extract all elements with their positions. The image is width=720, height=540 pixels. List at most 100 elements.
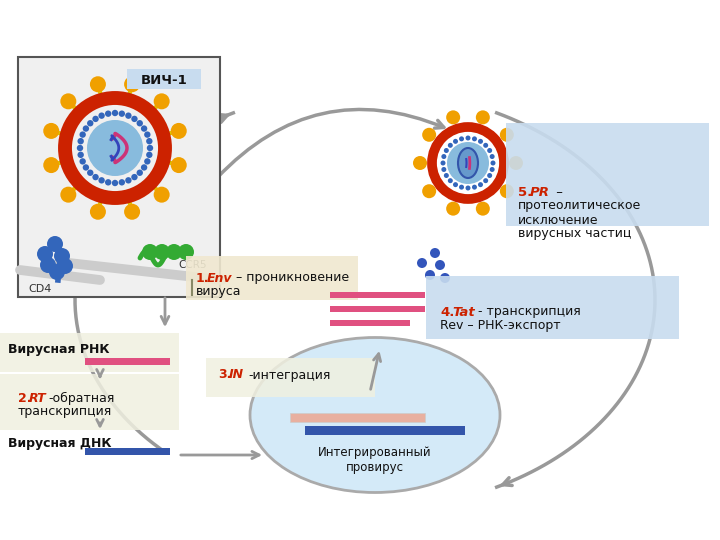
Circle shape	[146, 152, 153, 158]
Circle shape	[112, 110, 118, 116]
Text: Вирусная РНК: Вирусная РНК	[8, 343, 109, 356]
Text: Env: Env	[207, 272, 233, 285]
Circle shape	[57, 258, 73, 274]
Bar	[330, 306, 425, 312]
Circle shape	[78, 152, 84, 158]
Text: 3.: 3.	[218, 368, 231, 381]
Text: – проникновение: – проникновение	[232, 272, 349, 285]
Circle shape	[459, 137, 464, 141]
Circle shape	[87, 120, 143, 176]
Circle shape	[422, 128, 436, 142]
Circle shape	[99, 112, 105, 119]
Circle shape	[77, 145, 84, 151]
Bar	[290, 413, 425, 422]
Text: Интегрированный
провирус: Интегрированный провирус	[318, 446, 432, 474]
Circle shape	[487, 148, 492, 153]
Circle shape	[448, 143, 453, 148]
Circle shape	[478, 182, 483, 187]
Circle shape	[453, 139, 458, 144]
FancyBboxPatch shape	[206, 358, 375, 397]
Circle shape	[37, 246, 53, 262]
Text: транскрипция: транскрипция	[18, 404, 112, 417]
Text: RT: RT	[29, 392, 47, 404]
Circle shape	[144, 158, 150, 165]
Circle shape	[453, 182, 458, 187]
Circle shape	[124, 204, 140, 220]
Circle shape	[490, 154, 495, 159]
Circle shape	[425, 270, 435, 280]
Circle shape	[90, 204, 106, 220]
Circle shape	[153, 187, 170, 202]
Circle shape	[472, 137, 477, 141]
Circle shape	[440, 273, 450, 283]
Circle shape	[435, 260, 445, 270]
Circle shape	[171, 123, 186, 139]
FancyBboxPatch shape	[426, 276, 679, 339]
Circle shape	[446, 110, 460, 124]
Text: 4.: 4.	[440, 306, 454, 319]
Circle shape	[466, 186, 470, 191]
Circle shape	[509, 156, 523, 170]
Circle shape	[483, 178, 488, 183]
Text: –: –	[552, 186, 563, 199]
Circle shape	[137, 120, 143, 126]
Text: CCR5: CCR5	[178, 260, 207, 270]
Circle shape	[87, 170, 94, 176]
Circle shape	[112, 180, 118, 186]
Circle shape	[441, 154, 446, 159]
Circle shape	[60, 187, 76, 202]
Circle shape	[476, 110, 490, 124]
Circle shape	[43, 123, 59, 139]
Circle shape	[54, 248, 70, 264]
Circle shape	[178, 244, 194, 260]
Circle shape	[447, 142, 489, 184]
Circle shape	[444, 148, 449, 153]
Circle shape	[478, 139, 483, 144]
Circle shape	[49, 264, 65, 280]
Circle shape	[87, 120, 94, 126]
Text: 2.: 2.	[18, 392, 32, 404]
Text: IN: IN	[229, 368, 244, 381]
FancyBboxPatch shape	[0, 374, 179, 430]
Circle shape	[166, 244, 182, 260]
Circle shape	[154, 244, 170, 260]
Circle shape	[79, 131, 86, 138]
Bar	[330, 320, 410, 326]
Circle shape	[78, 138, 84, 144]
Circle shape	[500, 184, 514, 198]
Circle shape	[47, 236, 63, 252]
Circle shape	[422, 184, 436, 198]
Text: вируса: вируса	[196, 285, 241, 298]
Circle shape	[441, 160, 446, 165]
FancyBboxPatch shape	[506, 123, 709, 226]
Circle shape	[131, 174, 138, 180]
Circle shape	[171, 157, 186, 173]
Text: ВИЧ-1: ВИЧ-1	[140, 73, 187, 86]
Circle shape	[125, 112, 132, 119]
Circle shape	[83, 125, 89, 132]
Circle shape	[99, 177, 105, 184]
Circle shape	[90, 76, 106, 92]
Ellipse shape	[250, 338, 500, 492]
Bar	[18, 57, 220, 297]
Circle shape	[119, 179, 125, 186]
Text: исключение: исключение	[518, 213, 598, 226]
Circle shape	[446, 201, 460, 215]
Bar	[85, 358, 170, 365]
Text: -интеграция: -интеграция	[248, 368, 330, 381]
Circle shape	[459, 185, 464, 190]
Circle shape	[141, 125, 148, 132]
Bar	[330, 292, 425, 298]
Circle shape	[43, 157, 59, 173]
Circle shape	[476, 201, 490, 215]
Text: Вирусная ДНК: Вирусная ДНК	[8, 436, 112, 449]
Text: - транскрипция: - транскрипция	[478, 306, 581, 319]
Circle shape	[417, 258, 427, 268]
Circle shape	[124, 76, 140, 92]
Circle shape	[131, 116, 138, 122]
Circle shape	[483, 143, 488, 148]
Circle shape	[79, 158, 86, 165]
Circle shape	[472, 185, 477, 190]
Circle shape	[92, 116, 99, 122]
Circle shape	[147, 145, 153, 151]
